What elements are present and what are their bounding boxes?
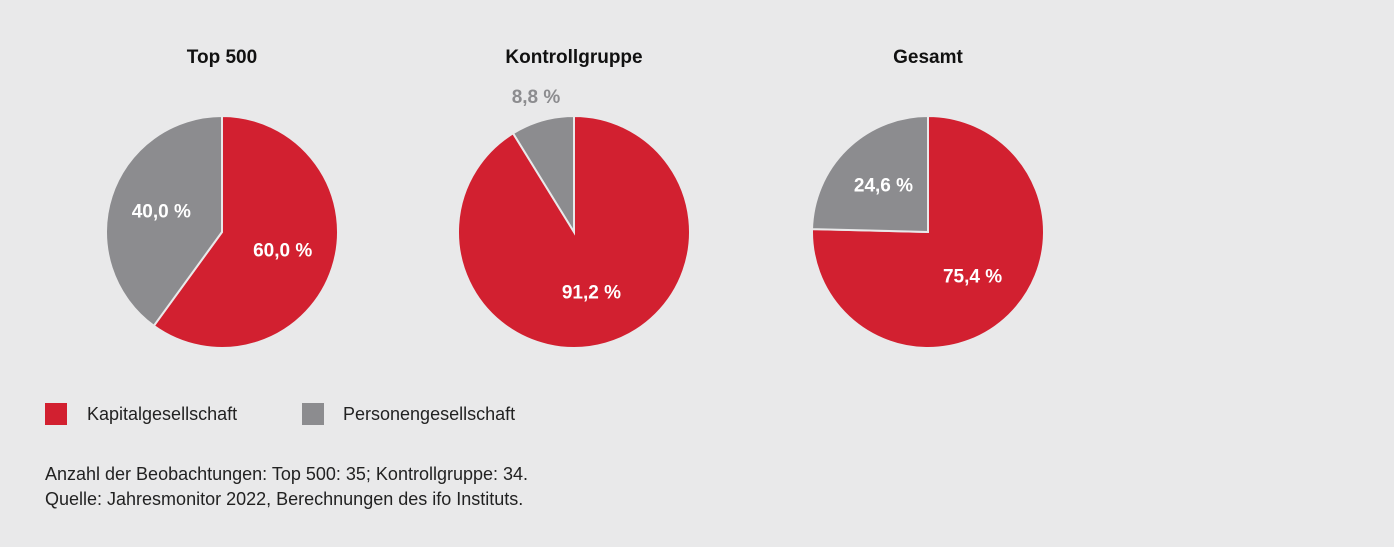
data-label: 24,6 %: [854, 175, 913, 196]
note: Anzahl der Beobachtungen: Top 500: 35; K…: [45, 464, 528, 484]
data-label: 91,2 %: [562, 282, 621, 303]
chart-title: Gesamt: [893, 47, 963, 68]
data-label: 60,0 %: [253, 241, 312, 262]
pie-slice: [811, 114, 929, 234]
data-label: 8,8 %: [512, 87, 561, 108]
note: Quelle: Jahresmonitor 2022, Berechnungen…: [45, 489, 523, 509]
legend-label: Kapitalgesellschaft: [87, 404, 237, 424]
pie-slice: [511, 114, 575, 236]
pie-slice: [811, 114, 1045, 349]
chart-title: Top 500: [187, 47, 257, 68]
data-label: 40,0 %: [132, 201, 191, 222]
pie-slice: [152, 114, 339, 349]
legend-label: Personengesellschaft: [343, 404, 515, 424]
legend-swatch: [302, 403, 324, 425]
chart-title: Kontrollgruppe: [505, 47, 642, 68]
data-label: 75,4 %: [943, 267, 1002, 288]
legend-swatch: [45, 403, 67, 425]
pie-slice: [105, 114, 223, 328]
